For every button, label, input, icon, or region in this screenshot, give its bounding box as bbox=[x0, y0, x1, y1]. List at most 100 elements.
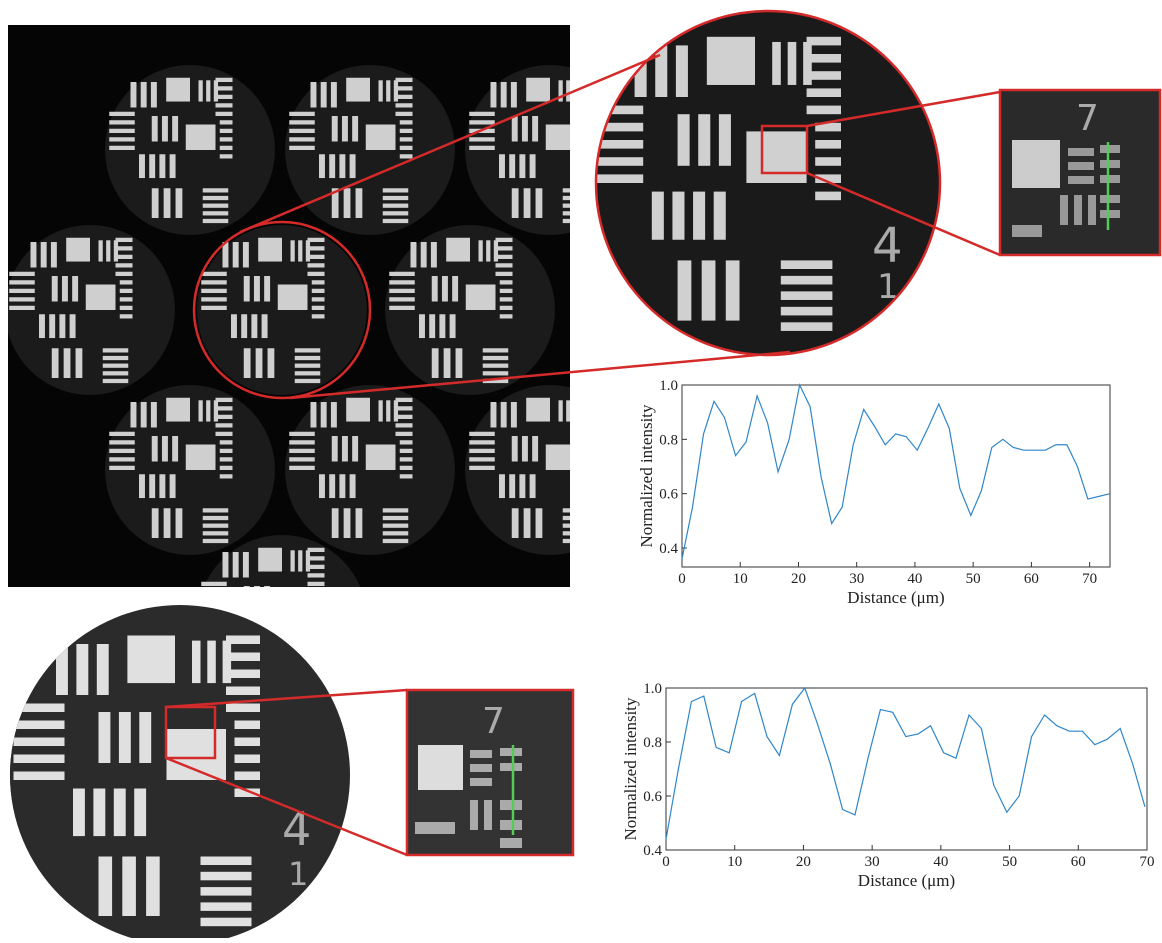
target-bar bbox=[166, 78, 190, 102]
target-bar bbox=[109, 466, 135, 470]
target-bar bbox=[206, 400, 210, 421]
target-bar bbox=[233, 242, 239, 268]
target-bar bbox=[220, 449, 233, 453]
plot-frame bbox=[682, 385, 1110, 567]
target-bar bbox=[151, 402, 157, 428]
target-bar bbox=[519, 474, 525, 498]
target-bar bbox=[201, 918, 252, 927]
target-bar bbox=[295, 371, 321, 375]
target-bar bbox=[97, 644, 109, 695]
target-bar bbox=[469, 120, 495, 124]
target-bar bbox=[563, 516, 589, 520]
target-bar bbox=[383, 188, 409, 192]
target-bar bbox=[192, 641, 201, 684]
target-bar bbox=[201, 857, 252, 866]
target-bar bbox=[807, 71, 841, 80]
target-bar bbox=[216, 398, 233, 402]
target-bar bbox=[99, 240, 103, 261]
y-tick-label: 0.6 bbox=[643, 789, 662, 805]
target-bar bbox=[9, 297, 35, 301]
target-bar bbox=[312, 314, 325, 318]
target-bar bbox=[116, 238, 133, 242]
target-bar bbox=[244, 586, 250, 612]
y-tick-label: 0.4 bbox=[643, 843, 662, 859]
target-bar bbox=[254, 276, 260, 302]
target-bar bbox=[312, 624, 325, 628]
target-bar bbox=[216, 423, 233, 427]
target-bar bbox=[536, 188, 543, 218]
target-bar bbox=[201, 582, 227, 586]
target-bar bbox=[220, 457, 233, 461]
x-tick-label: 60 bbox=[1071, 854, 1086, 870]
target-bar bbox=[429, 314, 435, 338]
target-bar bbox=[396, 112, 413, 116]
target-bar bbox=[226, 653, 260, 662]
line-series bbox=[682, 385, 1110, 559]
target-bar bbox=[291, 550, 295, 571]
target-bar bbox=[109, 112, 135, 116]
target-bar bbox=[483, 371, 509, 375]
target-bar bbox=[456, 348, 463, 378]
target-bar bbox=[127, 636, 175, 684]
target-bar bbox=[431, 242, 437, 268]
target-bar bbox=[244, 348, 251, 378]
target-bar bbox=[226, 636, 260, 645]
target-bar bbox=[308, 556, 325, 560]
x-axis-label: Distance (μm) bbox=[858, 871, 955, 890]
target-bar bbox=[166, 398, 190, 422]
target-bar bbox=[442, 276, 448, 302]
target-bar bbox=[109, 146, 135, 150]
target-bar bbox=[563, 196, 589, 200]
target-bar bbox=[496, 263, 513, 267]
target-bar bbox=[203, 188, 229, 192]
target-bar bbox=[223, 552, 229, 578]
target-bar bbox=[496, 255, 513, 259]
target-bar bbox=[120, 314, 133, 318]
target-bar bbox=[499, 154, 505, 178]
target-bar bbox=[339, 474, 345, 498]
target-bar bbox=[421, 242, 427, 268]
target-bar bbox=[162, 436, 168, 462]
target-bar bbox=[389, 297, 415, 301]
target-bar bbox=[469, 112, 495, 116]
target-bar bbox=[226, 704, 260, 713]
target-bar bbox=[352, 116, 358, 142]
plot-frame bbox=[666, 688, 1147, 850]
target-bar bbox=[207, 641, 216, 684]
target-bar bbox=[563, 211, 589, 215]
target-bar bbox=[530, 474, 536, 498]
target-bar bbox=[530, 154, 536, 178]
target-bar bbox=[532, 116, 538, 142]
target-bar bbox=[446, 238, 470, 262]
target-bar bbox=[339, 154, 345, 178]
target-bar bbox=[522, 116, 528, 142]
target-bar bbox=[469, 440, 495, 444]
target-bar bbox=[400, 154, 413, 158]
x-tick-label: 20 bbox=[796, 854, 811, 870]
target-bar bbox=[258, 238, 282, 262]
x-axis-label: Distance (μm) bbox=[847, 588, 944, 607]
target-bar bbox=[149, 154, 155, 178]
target-bar bbox=[592, 157, 644, 166]
target-bar bbox=[479, 240, 483, 261]
x-tick-label: 50 bbox=[966, 571, 981, 587]
target-bar bbox=[576, 406, 593, 410]
target-bar bbox=[500, 306, 513, 310]
target-bar bbox=[383, 539, 409, 543]
target-bar bbox=[220, 146, 233, 150]
target-bar bbox=[383, 204, 409, 208]
target-bar bbox=[203, 516, 229, 520]
x-tick-label: 30 bbox=[865, 854, 880, 870]
target-bar bbox=[526, 78, 550, 102]
target-bar bbox=[576, 78, 593, 82]
target-bar bbox=[580, 466, 593, 470]
target-bar bbox=[563, 531, 589, 535]
target-bar bbox=[526, 398, 550, 422]
target-bar bbox=[220, 137, 233, 141]
target-bar bbox=[332, 116, 338, 142]
target-bar bbox=[9, 272, 35, 276]
target-bar bbox=[216, 406, 233, 410]
target-bar bbox=[122, 857, 136, 917]
target-bar bbox=[298, 550, 302, 571]
target-bar bbox=[241, 314, 247, 338]
